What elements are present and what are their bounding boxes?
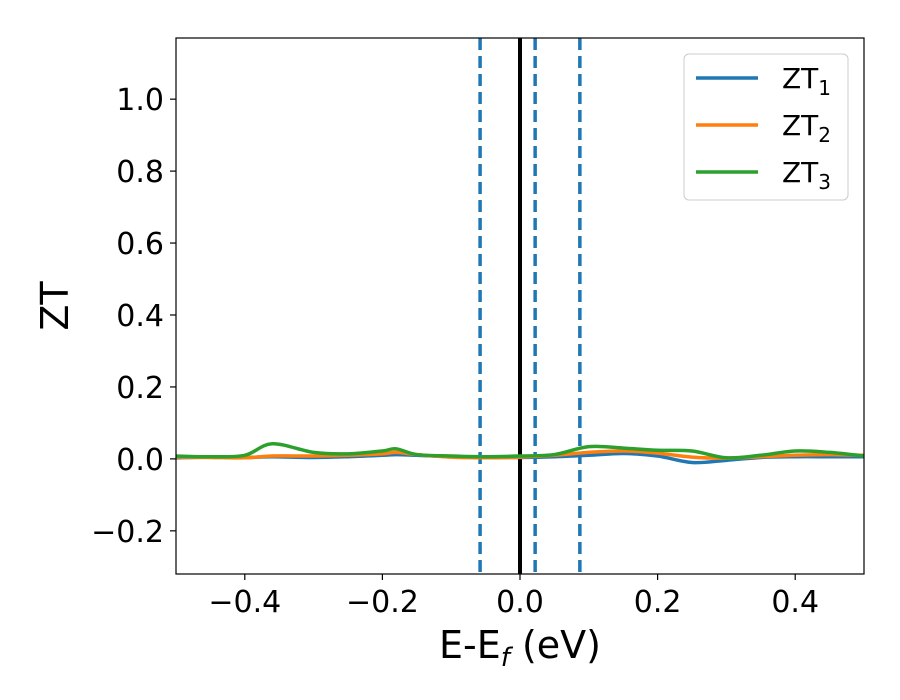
x-tick-label: 0.4: [771, 585, 819, 620]
x-axis-label-unit: (eV): [510, 623, 601, 667]
legend: ZT1 ZT2 ZT3: [683, 53, 849, 201]
legend-box: [683, 53, 849, 201]
reference-lines: [478, 38, 582, 574]
series-line-zt3: [175, 442, 865, 460]
y-axis-label: ZT: [33, 281, 77, 331]
y-tick-label: 0.8: [116, 155, 164, 190]
x-tick-label: 0.2: [634, 585, 682, 620]
y-tick-label: 1.0: [116, 83, 164, 118]
y-tick-label: −0.2: [91, 515, 164, 550]
y-tick-label: 0.6: [116, 227, 164, 262]
x-tick-label: −0.4: [208, 585, 281, 620]
y-axis-ticks: −0.2 0.0 0.2 0.4 0.6 0.8 1.0: [91, 83, 176, 550]
x-tick-label: 0.0: [496, 585, 544, 620]
y-tick-label: 0.0: [116, 443, 164, 478]
series-layer: [175, 442, 865, 465]
legend-label-zt1: ZT1: [782, 62, 831, 100]
legend-label-zt3: ZT3: [782, 156, 831, 194]
x-axis-ticks: −0.4 −0.2 0.0 0.2 0.4: [208, 574, 819, 620]
x-axis-label: E-Ef (eV): [439, 623, 601, 673]
x-tick-label: −0.2: [346, 585, 419, 620]
y-tick-label: 0.2: [116, 371, 164, 406]
y-tick-label: 0.4: [116, 299, 164, 334]
legend-label-zt2: ZT2: [782, 109, 831, 147]
x-axis-label-main: E-E: [439, 623, 501, 667]
